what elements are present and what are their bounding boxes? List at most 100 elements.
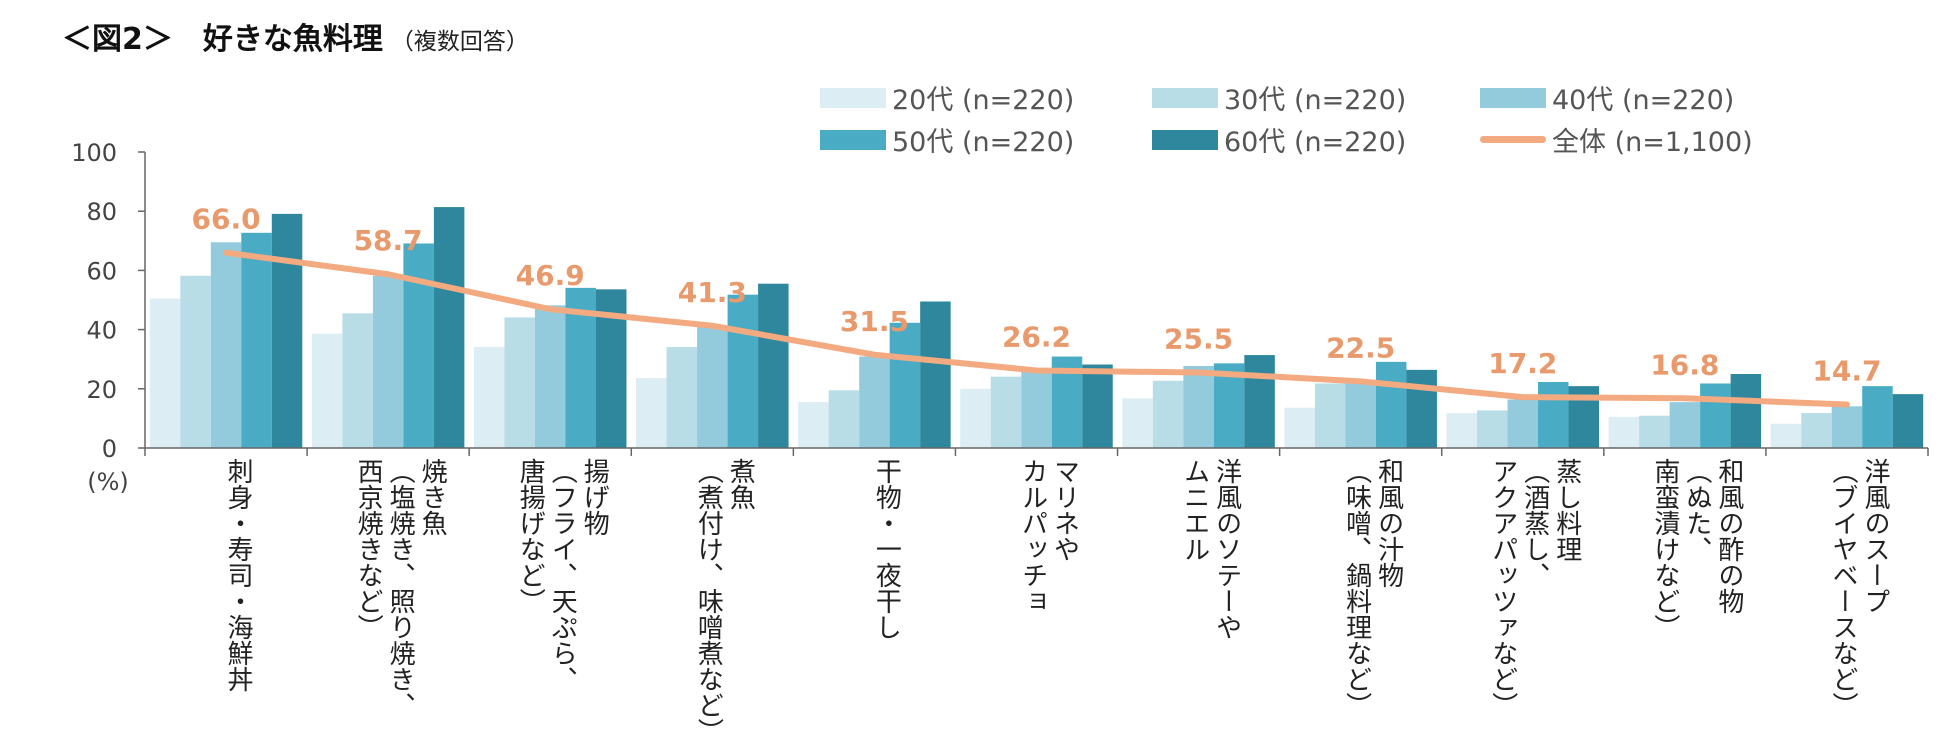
category-label: 洋風のスープ （ブイヤベースなど） — [1827, 458, 1890, 718]
overall-point — [1845, 403, 1848, 406]
bar-40s — [697, 326, 728, 448]
bar-20s — [473, 347, 505, 448]
legend-label-overall: 全体 (n=1,100) — [1552, 127, 1753, 158]
category-label: 揚げ物 （フライ、天ぷら、 唐揚げなど） — [515, 458, 610, 692]
bar-30s — [1639, 415, 1670, 448]
chart-title: ＜図2＞ 好きな魚料理 （複数回答） — [62, 14, 529, 58]
bar-60s — [433, 207, 465, 448]
bar-40s — [534, 305, 566, 448]
y-tick-label: 60 — [86, 257, 117, 285]
category-label: 焼き魚 （塩焼き、照り焼き、 西京焼きなど） — [353, 458, 448, 718]
overall-point — [873, 353, 876, 356]
category-label: 洋風のソテーや ムニエル — [1179, 458, 1242, 640]
bar-30s — [828, 390, 860, 448]
bar-40s — [1669, 402, 1701, 448]
bar-40s — [1183, 366, 1214, 448]
legend-item-40s: 40代 (n=220) — [1480, 78, 1734, 117]
overall-point — [1035, 369, 1038, 372]
bar-30s — [1801, 413, 1832, 448]
overall-data-label: 66.0 — [191, 203, 260, 236]
legend-item-20s: 20代 (n=220) — [820, 78, 1074, 117]
bar-50s — [889, 322, 921, 448]
overall-point — [387, 273, 390, 276]
y-tick-label: 40 — [86, 317, 117, 345]
overall-point — [1521, 396, 1524, 399]
overall-point — [711, 324, 714, 327]
overall-data-label: 58.7 — [354, 224, 423, 257]
legend-swatch-30s — [1152, 87, 1218, 108]
bar-40s — [210, 242, 242, 448]
bar-40s — [1507, 399, 1539, 448]
overall-data-label: 17.2 — [1488, 347, 1557, 380]
overall-point — [1683, 397, 1686, 400]
overall-data-label: 14.7 — [1812, 354, 1881, 387]
bar-60s — [920, 301, 951, 448]
bar-30s — [1314, 383, 1346, 448]
legend-swatch-20s — [820, 87, 886, 108]
bar-20s — [149, 298, 181, 448]
overall-data-label: 25.5 — [1164, 323, 1233, 356]
legend-swatch-40s — [1480, 87, 1546, 108]
legend-swatch-60s — [1152, 129, 1218, 150]
bar-20s — [1284, 407, 1315, 448]
legend-item-50s: 50代 (n=220) — [820, 120, 1074, 159]
bar-60s — [1244, 355, 1275, 448]
overall-data-label: 31.5 — [840, 305, 909, 338]
category-label: マリネや カルパッチョ — [1017, 458, 1080, 614]
bar-40s — [859, 356, 890, 448]
category-label: 和風の酢の物 （ぬた、 南蛮漬けなど） — [1649, 458, 1744, 640]
bar-20s — [1608, 416, 1640, 448]
bar-60s — [1082, 364, 1113, 448]
bar-20s — [798, 402, 829, 448]
bar-50s — [1538, 381, 1569, 448]
bar-60s — [1406, 369, 1437, 448]
legend-item-60s: 60代 (n=220) — [1152, 120, 1406, 159]
bar-40s — [372, 275, 404, 448]
overall-point — [1197, 371, 1200, 374]
legend-label-60s: 60代 (n=220) — [1224, 127, 1407, 158]
overall-data-label: 41.3 — [678, 276, 747, 309]
category-label: 和風の汁物 （味噌、鍋料理など） — [1341, 458, 1404, 718]
y-axis-unit-label: (%) — [87, 468, 129, 496]
bar-30s — [1477, 410, 1508, 448]
legend-line-overall — [1480, 136, 1546, 143]
bar-60s — [271, 213, 303, 448]
category-label: 干物・一夜干し — [871, 458, 902, 640]
legend-label-40s: 40代 (n=220) — [1552, 85, 1735, 116]
overall-data-label: 22.5 — [1326, 331, 1395, 364]
bar-30s — [666, 347, 698, 448]
legend-item-overall: 全体 (n=1,100) — [1480, 120, 1753, 159]
bar-50s — [727, 294, 759, 448]
bar-50s — [1700, 383, 1731, 448]
bar-20s — [1122, 398, 1153, 448]
bar-60s — [758, 283, 789, 448]
chart-title-main: ＜図2＞ 好きな魚料理 — [62, 22, 383, 57]
bar-20s — [636, 378, 667, 448]
overall-data-label: 46.9 — [516, 259, 585, 292]
category-label: 刺身・寿司・海鮮丼 — [223, 458, 254, 692]
y-tick-label: 100 — [71, 139, 117, 167]
bar-30s — [342, 313, 373, 448]
bar-20s — [311, 333, 343, 448]
legend-label-20s: 20代 (n=220) — [892, 85, 1075, 116]
category-label: 煮魚 （煮付け、味噌煮など） — [693, 458, 756, 744]
bar-30s — [504, 317, 535, 448]
overall-point — [549, 308, 552, 311]
bar-40s — [1831, 406, 1863, 448]
bar-20s — [960, 388, 991, 448]
bar-50s — [241, 232, 272, 448]
bar-50s — [1375, 361, 1407, 448]
legend-label-30s: 30代 (n=220) — [1224, 85, 1407, 116]
bar-40s — [1021, 368, 1052, 448]
bar-20s — [1770, 423, 1802, 448]
bar-60s — [1730, 374, 1762, 448]
y-tick-label: 80 — [86, 198, 117, 226]
overall-data-label: 26.2 — [1002, 320, 1071, 353]
bar-50s — [1862, 386, 1893, 448]
bar-50s — [403, 243, 434, 448]
y-tick-label: 20 — [86, 376, 117, 404]
bar-30s — [1152, 380, 1184, 448]
bar-20s — [1446, 413, 1478, 448]
legend-label-50s: 50代 (n=220) — [892, 127, 1075, 158]
